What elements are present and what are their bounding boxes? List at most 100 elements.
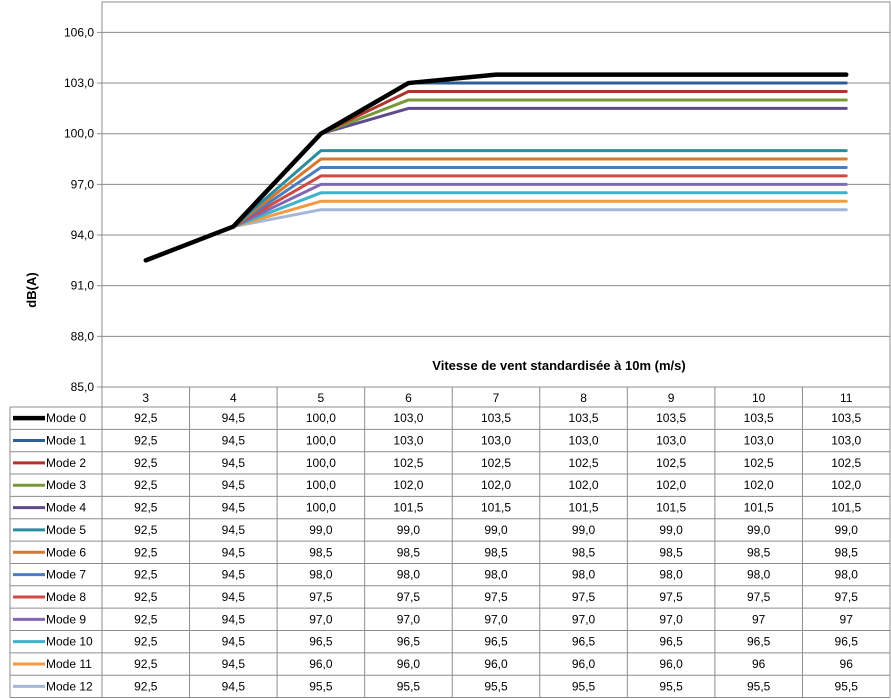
legend-label: Mode 4 xyxy=(46,501,86,515)
x-category-label: 3 xyxy=(142,391,149,405)
data-label: 96,0 xyxy=(572,657,596,671)
y-tick-label: 85,0 xyxy=(71,380,95,394)
data-label: 102,5 xyxy=(481,456,511,470)
legend-label: Mode 2 xyxy=(46,456,86,470)
data-label: 94,5 xyxy=(222,679,246,693)
data-label: 98,5 xyxy=(835,545,859,559)
data-label: 98,5 xyxy=(484,545,508,559)
data-label: 98,0 xyxy=(835,568,859,582)
data-label: 95,5 xyxy=(835,679,859,693)
series-line-mode-8 xyxy=(144,174,848,262)
data-label: 102,5 xyxy=(656,456,686,470)
data-label: 92,5 xyxy=(134,478,158,492)
data-label: 97,5 xyxy=(835,590,859,604)
y-tick-label: 88,0 xyxy=(71,329,95,343)
data-label: 99,0 xyxy=(572,523,596,537)
data-label: 96,0 xyxy=(397,657,421,671)
data-label: 102,0 xyxy=(831,478,861,492)
data-label: 103,0 xyxy=(656,434,686,448)
data-label: 99,0 xyxy=(747,523,771,537)
data-label: 97,5 xyxy=(572,590,596,604)
data-label: 94,5 xyxy=(222,478,246,492)
data-label: 96,5 xyxy=(835,635,859,649)
data-label: 98,5 xyxy=(659,545,683,559)
data-label: 99,0 xyxy=(659,523,683,537)
x-category-label: 8 xyxy=(580,391,587,405)
legend-label: Mode 8 xyxy=(46,590,86,604)
data-label: 94,5 xyxy=(222,568,246,582)
data-label: 95,5 xyxy=(309,679,333,693)
y-tick-label: 91,0 xyxy=(71,279,95,293)
data-label: 103,5 xyxy=(569,411,599,425)
data-label: 98,0 xyxy=(397,568,421,582)
data-label: 95,5 xyxy=(747,679,771,693)
data-label: 103,0 xyxy=(393,411,423,425)
data-label: 92,5 xyxy=(134,501,158,515)
data-label: 98,0 xyxy=(747,568,771,582)
y-tick-label: 106,0 xyxy=(64,25,94,39)
x-category-label: 10 xyxy=(752,391,766,405)
legend-label: Mode 0 xyxy=(46,411,86,425)
data-label: 97 xyxy=(752,612,766,626)
data-label: 96,5 xyxy=(572,635,596,649)
data-label: 97,5 xyxy=(309,590,333,604)
data-label: 94,5 xyxy=(222,612,246,626)
x-axis-title: Vitesse de vent standardisée à 10m (m/s) xyxy=(432,358,685,373)
legend-label: Mode 11 xyxy=(46,657,92,671)
data-label: 101,5 xyxy=(569,501,599,515)
data-label: 97,5 xyxy=(747,590,771,604)
data-label: 103,5 xyxy=(744,411,774,425)
legend-label: Mode 7 xyxy=(46,568,86,582)
data-label: 98,5 xyxy=(572,545,596,559)
data-label: 101,5 xyxy=(744,501,774,515)
data-label: 103,5 xyxy=(831,411,861,425)
series-line-mode-0 xyxy=(143,72,849,263)
data-label: 94,5 xyxy=(222,456,246,470)
y-tick-label: 97,0 xyxy=(71,177,95,191)
data-label: 103,0 xyxy=(831,434,861,448)
data-label: 101,5 xyxy=(656,501,686,515)
data-label: 97,0 xyxy=(397,612,421,626)
data-label: 101,5 xyxy=(481,501,511,515)
data-label: 100,0 xyxy=(306,501,336,515)
data-label: 92,5 xyxy=(134,411,158,425)
legend-label: Mode 1 xyxy=(46,434,86,448)
data-label: 96,5 xyxy=(659,635,683,649)
data-label: 94,5 xyxy=(222,434,246,448)
series-line-mode-6 xyxy=(144,157,848,262)
legend-label: Mode 9 xyxy=(46,612,86,626)
legend-label: Mode 10 xyxy=(46,635,93,649)
data-label: 102,5 xyxy=(569,456,599,470)
data-label: 102,0 xyxy=(481,478,511,492)
data-label: 92,5 xyxy=(134,545,158,559)
data-label: 102,5 xyxy=(744,456,774,470)
data-label: 98,5 xyxy=(397,545,421,559)
data-label: 95,5 xyxy=(572,679,596,693)
data-label: 94,5 xyxy=(222,523,246,537)
data-label: 97,0 xyxy=(484,612,508,626)
data-label: 103,0 xyxy=(481,434,511,448)
data-label: 96,5 xyxy=(397,635,421,649)
data-label: 97,5 xyxy=(659,590,683,604)
legend-label: Mode 3 xyxy=(46,478,86,492)
data-label: 97 xyxy=(840,612,854,626)
series-line-mode-9 xyxy=(144,182,848,262)
x-category-label: 4 xyxy=(230,391,237,405)
data-label: 97,0 xyxy=(309,612,333,626)
data-label: 102,0 xyxy=(744,478,774,492)
data-table: 3 4 5 6 7 8 9 10 11 Mode 0 92,5 94,5 100,0 103,0 103,5… xyxy=(9,2,891,699)
data-label: 94,5 xyxy=(222,545,246,559)
data-label: 99,0 xyxy=(835,523,859,537)
data-label: 98,0 xyxy=(484,568,508,582)
data-label: 103,0 xyxy=(569,434,599,448)
data-label: 92,5 xyxy=(134,612,158,626)
data-label: 101,5 xyxy=(393,501,423,515)
data-label: 101,5 xyxy=(831,501,861,515)
data-label: 92,5 xyxy=(134,657,158,671)
data-label: 103,5 xyxy=(656,411,686,425)
data-label: 94,5 xyxy=(222,501,246,515)
plot-border xyxy=(101,1,891,388)
data-label: 94,5 xyxy=(222,411,246,425)
legend-label: Mode 12 xyxy=(46,679,93,693)
data-label: 94,5 xyxy=(222,657,246,671)
